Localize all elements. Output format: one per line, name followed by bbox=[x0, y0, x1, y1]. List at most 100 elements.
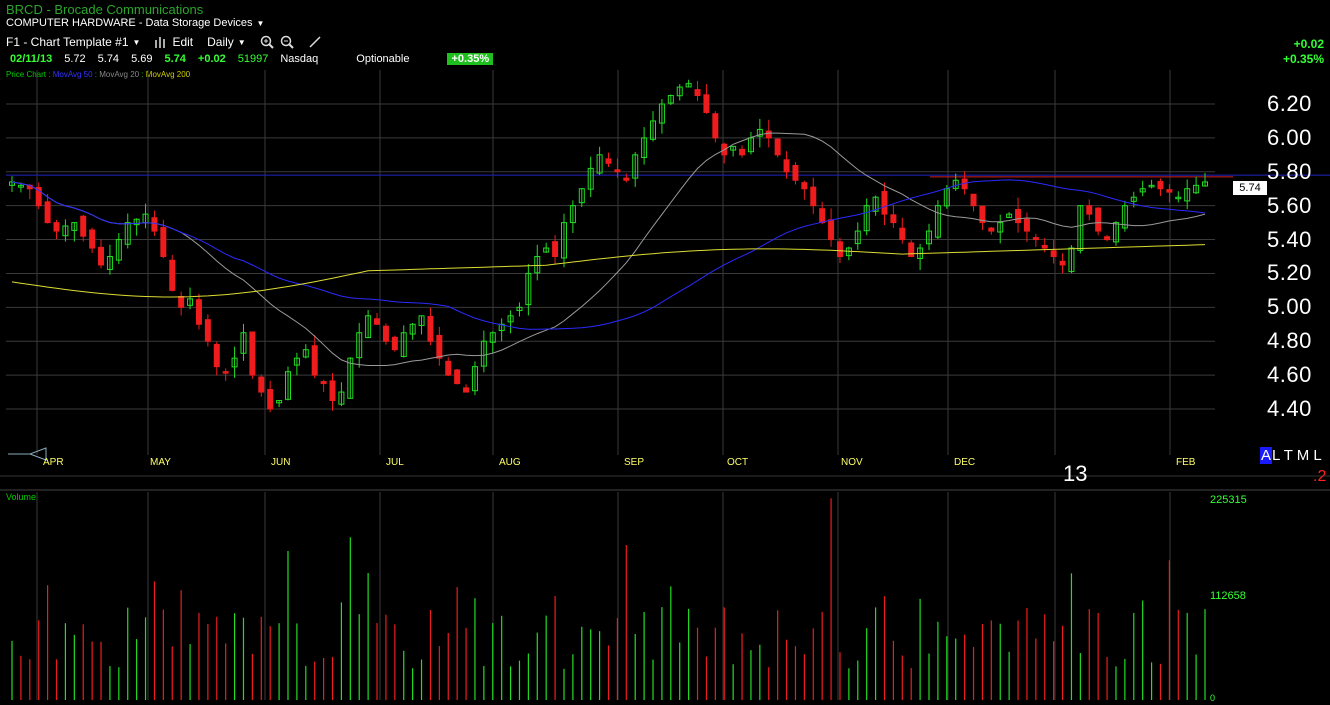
candle-body bbox=[872, 196, 879, 212]
edit-button[interactable]: Edit bbox=[154, 35, 193, 49]
candle-body bbox=[365, 315, 372, 339]
zoom-in-button[interactable] bbox=[260, 35, 274, 49]
legend-ma20: MovAvg 20 bbox=[99, 70, 140, 79]
zoom-in-icon bbox=[260, 35, 274, 49]
month-label: OCT bbox=[727, 457, 749, 468]
candle-body bbox=[756, 128, 763, 137]
pct-change-badge: +0.35% bbox=[447, 53, 494, 65]
candle-body bbox=[712, 113, 719, 139]
candle-body bbox=[106, 256, 113, 270]
chevron-down-icon: ▼ bbox=[256, 19, 265, 28]
candle-body bbox=[409, 323, 416, 335]
candle-body bbox=[569, 205, 576, 224]
candle-body bbox=[249, 331, 256, 376]
candle-body bbox=[276, 400, 283, 404]
candle-body bbox=[480, 340, 487, 367]
candle-body bbox=[632, 154, 639, 179]
candle-body bbox=[908, 242, 915, 258]
candle-body bbox=[1023, 218, 1030, 232]
candle-body bbox=[1175, 196, 1182, 200]
candle-body bbox=[997, 222, 1004, 233]
candle-body bbox=[525, 272, 532, 306]
candle-body bbox=[667, 95, 674, 104]
candle-body bbox=[204, 319, 211, 342]
candle-body bbox=[801, 182, 808, 190]
template-dropdown[interactable]: F1 - Chart Template #1 ▼ bbox=[6, 35, 140, 49]
interval-dropdown[interactable]: Daily ▼ bbox=[207, 35, 246, 49]
price-tick-label: 6.00 bbox=[1267, 124, 1312, 150]
quote-date: 02/11/13 bbox=[10, 53, 53, 65]
candle-body bbox=[774, 138, 781, 156]
candle-body bbox=[516, 306, 523, 312]
price-tick-label: 4.60 bbox=[1267, 362, 1312, 388]
ma20-line bbox=[11, 132, 1206, 366]
volume-tick-zero: 0 bbox=[1210, 693, 1216, 703]
candle-body bbox=[71, 222, 78, 231]
candle-body bbox=[854, 230, 861, 245]
candle-body bbox=[231, 357, 238, 368]
industry-label[interactable]: COMPUTER HARDWARE - Data Storage Devices… bbox=[6, 17, 264, 29]
year-label: 13 bbox=[1063, 461, 1088, 486]
draw-tool-button[interactable] bbox=[308, 35, 322, 49]
candle-body bbox=[35, 187, 42, 207]
candle-body bbox=[169, 259, 176, 291]
candle-body bbox=[1077, 205, 1084, 251]
candle-body bbox=[98, 246, 105, 266]
ma50-line bbox=[11, 179, 1206, 330]
price-tick-label: 5.80 bbox=[1267, 158, 1312, 184]
candle-body bbox=[124, 222, 131, 245]
candle-body bbox=[560, 222, 567, 259]
chevron-down-icon: ▼ bbox=[132, 37, 141, 47]
candle-body bbox=[213, 343, 220, 368]
quote-last: 5.74 bbox=[164, 53, 186, 65]
interval-label: Daily bbox=[207, 35, 234, 49]
month-label: AUG bbox=[499, 457, 521, 468]
candle-body bbox=[1157, 181, 1164, 190]
symbol-title[interactable]: BRCD - Brocade Communications bbox=[6, 2, 204, 17]
candle-body bbox=[828, 219, 835, 241]
candle-body bbox=[62, 225, 69, 237]
candle-body bbox=[311, 345, 318, 376]
month-label: APR bbox=[43, 457, 64, 468]
candle-body bbox=[44, 201, 51, 224]
candle-body bbox=[329, 380, 336, 402]
candle-body bbox=[187, 298, 194, 306]
altml-label[interactable]: AL T M L bbox=[1260, 447, 1322, 464]
candle-body bbox=[863, 205, 870, 232]
candle-body bbox=[534, 256, 541, 274]
candle-body bbox=[934, 205, 941, 238]
candle-body bbox=[489, 332, 496, 343]
candle-body bbox=[730, 145, 737, 151]
candle-body bbox=[614, 169, 621, 173]
candle-body bbox=[792, 164, 799, 181]
legend-ma200: MovAvg 200 bbox=[145, 70, 191, 79]
candle-body bbox=[970, 193, 977, 207]
pencil-icon bbox=[309, 36, 321, 48]
candle-body bbox=[543, 247, 550, 253]
candle-body bbox=[267, 389, 274, 410]
price-tick-label: 4.80 bbox=[1267, 328, 1312, 354]
candle-body bbox=[178, 296, 185, 308]
month-label: MAY bbox=[150, 457, 171, 468]
month-label: JUL bbox=[386, 457, 404, 468]
candle-body bbox=[1112, 222, 1119, 243]
volume-title: Volume bbox=[6, 492, 37, 502]
candle-body bbox=[685, 83, 692, 88]
candle-body bbox=[498, 323, 505, 332]
candle-body bbox=[605, 158, 612, 164]
legend-price-chart: Price Chart : bbox=[6, 70, 51, 79]
candle-body bbox=[382, 325, 389, 342]
candle-body bbox=[1148, 184, 1155, 188]
volume-tick-max: 225315 bbox=[1210, 494, 1247, 506]
zoom-out-button[interactable] bbox=[280, 35, 294, 49]
candle-body bbox=[650, 120, 657, 140]
candle-body bbox=[783, 159, 790, 173]
candle-body bbox=[471, 366, 478, 392]
candle-body bbox=[587, 167, 594, 190]
candle-body bbox=[899, 227, 906, 241]
candle-body bbox=[676, 86, 683, 97]
candle-body bbox=[391, 336, 398, 351]
legend-ma50: MovAvg 50 bbox=[52, 70, 93, 79]
price-tick-label: 5.00 bbox=[1267, 294, 1312, 320]
